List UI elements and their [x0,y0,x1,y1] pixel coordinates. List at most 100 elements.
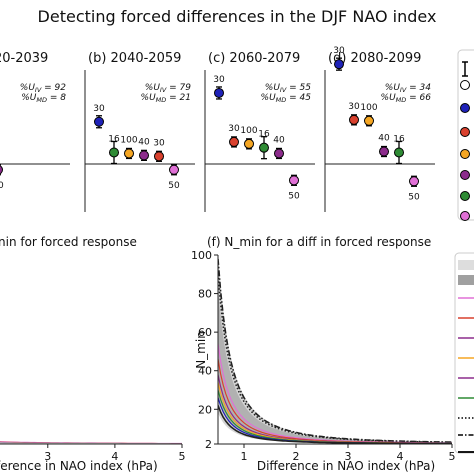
panel-e-title: nin for forced response [0,235,137,249]
series-line-axis-dotted [218,274,452,444]
sample-size-label: 30 [213,75,225,85]
uncertainty-stat: %UIV = 55 [265,83,312,94]
data-point-blue [94,116,104,127]
legend-marker-pink [460,211,470,221]
x-tick-label: 5 [449,450,456,463]
uncertainty-stat: %UIV = 92 [20,83,67,94]
y-tick-label: 100 [191,249,212,262]
y-tick-label: 20 [198,403,212,416]
series-line-pink [0,441,182,444]
legend-band-light [458,260,474,270]
panel-b-title: (b) 2040-2059 [88,51,181,66]
data-point-green [394,147,404,158]
data-point-green [109,147,119,158]
x-tick-label: 1 [241,450,248,463]
uncertainty-stat: %UIV = 79 [145,83,192,94]
data-point-red [154,151,164,162]
spread-band-light [218,255,452,444]
top-panels: %UIV = 92%UMD = 800305040%UIV = 79%UMD =… [0,46,435,212]
sample-size-label: 30 [348,102,360,112]
data-point-blue [214,87,224,98]
legend-marker-orange [460,149,470,159]
panel-c-title: (c) 2060-2079 [208,51,300,66]
data-point-purple [0,165,3,175]
data-point-pink [289,175,299,186]
data-point-purple [274,148,284,159]
data-point-pink [409,176,419,187]
sample-size-label: 50 [288,191,300,201]
series-line-gray_band [0,442,182,444]
x-tick-label: 3 [345,450,352,463]
panel-e-xlabel: ference in NAO index (hPa) [0,459,158,473]
sample-size-label: 40 [0,181,4,191]
data-point-purple [139,150,149,161]
legends [454,49,474,454]
panel-a-title: 20-2039 [0,51,48,66]
panel-f-ylabel: N_min [194,331,208,369]
x-tick-label: 3 [44,450,51,463]
uncertainty-stat: %UIV = 34 [385,83,432,94]
data-point-red [349,114,359,125]
y-tick-label: 40 [198,365,212,378]
series-line-axis-dashdot [218,258,452,443]
panel-f-title: (f) N_min for a diff in forced response [207,235,431,249]
spread-band-dark [218,289,452,444]
panel-f-plot: 2 20 40 60 80 100 1 2 3 4 5 [191,249,456,463]
sample-size-label: 50 [408,192,420,202]
panel-f-series [218,255,452,444]
sample-size-label: 100 [360,103,377,113]
data-point-blue [334,59,344,70]
sample-size-label: 40 [138,137,150,147]
figure-title: Detecting forced differences in the DJF … [38,7,437,26]
legend-marker-blue [460,103,470,113]
series-line-purple [0,441,182,444]
legend-marker-purple [460,170,470,180]
legend-band-dark [458,275,474,285]
uncertainty-stat: %UMD = 66 [381,93,432,104]
legend-bottom-frame [454,252,474,454]
bottom-panels: 2 20 40 60 80 100 1 2 3 4 52 3 4 5 [0,249,456,463]
series-line-red [0,441,182,444]
data-point-pink [169,164,179,175]
panel-f-xlabel: Difference in NAO index (hPa) [257,459,435,473]
sample-size-label: 100 [240,126,257,136]
sample-size-label: 30 [153,138,165,148]
uncertainty-stat: %UMD = 21 [141,93,191,104]
panel-d-title: (d) 2080-2099 [328,51,421,66]
uncertainty-stat: %UMD = 8 [21,93,66,104]
sample-size-label: 16 [258,130,270,140]
sample-size-label: 40 [378,134,390,144]
data-point-purple [379,146,389,157]
data-point-orange [244,138,254,149]
sample-size-label: 40 [273,135,285,145]
panel-e-series [0,441,182,444]
x-tick-label: 2 [293,450,300,463]
sample-size-label: 16 [108,134,120,144]
legend-marker-white [460,80,470,90]
data-point-orange [364,115,374,126]
y-tick-label: 2 [205,438,212,451]
x-tick-label: 4 [397,450,404,463]
y-tick-label: 60 [198,326,212,339]
spread-band-light [0,441,182,444]
data-point-orange [124,148,134,159]
x-tick-label: 5 [179,450,186,463]
data-point-green [259,142,269,153]
sample-size-label: 30 [93,104,105,114]
top-panel-0: %UIV = 92%UMD = 800305040 [0,83,70,191]
sample-size-label: 100 [120,135,137,145]
sample-size-label: 50 [168,181,180,191]
uncertainty-stat: %UMD = 45 [261,93,312,104]
sample-size-label: 16 [393,134,405,144]
sample-size-label: 30 [228,124,240,134]
sample-size-label: 30 [333,46,345,56]
legend-marker-green [460,191,470,201]
y-tick-label: 80 [198,288,212,301]
legend-marker-red [460,127,470,137]
data-point-red [229,136,239,147]
